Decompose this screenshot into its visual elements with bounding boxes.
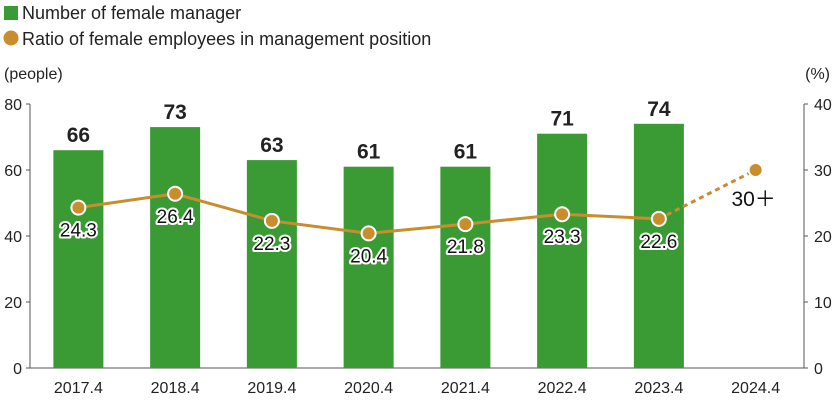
bar-value-label: 74 xyxy=(647,98,671,121)
ratio-point xyxy=(70,199,87,216)
x-tick-label: 2020.4 xyxy=(344,380,393,397)
ratio-point xyxy=(554,206,571,223)
left-tick-label: 40 xyxy=(4,229,22,246)
bar xyxy=(150,127,201,368)
legend-line-swatch xyxy=(3,30,19,46)
right-tick-label: 30 xyxy=(814,163,832,180)
x-tick-label: 2018.4 xyxy=(151,380,200,397)
ratio-point xyxy=(360,225,377,242)
legend-bar-swatch xyxy=(4,6,18,20)
x-tick-label: 2021.4 xyxy=(441,380,490,397)
bar-value-label: 61 xyxy=(454,141,478,164)
legend-line-label: Ratio of female employees in management … xyxy=(22,29,431,49)
ratio-target-label: 30＋ xyxy=(731,188,775,211)
legend-bar-label: Number of female manager xyxy=(22,3,241,23)
bar xyxy=(53,150,104,368)
ratio-value-label: 22.3 xyxy=(253,234,290,255)
ratio-point xyxy=(650,210,667,227)
left-tick-label: 20 xyxy=(4,295,22,312)
ratio-point xyxy=(747,162,764,178)
x-tick-label: 2019.4 xyxy=(247,380,296,397)
right-tick-label: 40 xyxy=(814,97,832,114)
bar-value-label: 61 xyxy=(357,141,381,164)
x-axis-ticks: 2017.4 2018.4 2019.4 2020.4 2021.4 2022.4 2023… xyxy=(54,380,780,397)
ratio-point xyxy=(457,216,474,233)
left-axis-ticks: 0 20 40 60 80 xyxy=(4,97,30,378)
right-tick-label: 10 xyxy=(814,295,832,312)
left-tick-label: 0 xyxy=(13,361,22,378)
right-axis-unit: (%) xyxy=(805,66,830,83)
left-axis-unit: (people) xyxy=(4,66,63,83)
bar-value-label: 66 xyxy=(67,124,90,147)
bar-value-label: 71 xyxy=(550,108,574,131)
bar-series xyxy=(53,123,684,368)
bar xyxy=(537,133,588,368)
right-tick-label: 20 xyxy=(814,229,832,246)
x-tick-label: 2017.4 xyxy=(54,380,103,397)
ratio-value-label: 22.6 xyxy=(640,232,677,253)
ratio-value-label: 23.3 xyxy=(544,227,581,248)
left-tick-label: 60 xyxy=(4,163,22,180)
ratio-line-projection xyxy=(658,168,757,221)
left-tick-label: 80 xyxy=(4,97,22,114)
right-tick-label: 0 xyxy=(814,361,823,378)
ratio-value-label: 21.8 xyxy=(447,237,484,258)
ratio-point xyxy=(263,212,280,229)
ratio-value-label: 20.4 xyxy=(350,246,387,267)
bar xyxy=(246,160,297,368)
bar-value-label: 73 xyxy=(163,101,186,124)
ratio-point xyxy=(167,185,184,202)
ratio-line-series: 24.3 26.4 22.3 20.4 21.8 23.3 22.6 30＋ xyxy=(58,162,776,269)
bar xyxy=(633,123,684,368)
bar xyxy=(343,166,394,368)
ratio-value-label: 26.4 xyxy=(157,207,194,228)
right-axis-ticks: 0 10 20 30 40 xyxy=(804,97,832,378)
bar xyxy=(440,166,491,368)
bar-value-labels: 66 73 63 61 61 71 74 xyxy=(67,98,671,164)
x-tick-label: 2024.4 xyxy=(731,380,780,397)
ratio-value-label: 24.3 xyxy=(60,221,97,242)
bar-value-label: 63 xyxy=(260,134,283,157)
legend: Number of female manager Ratio of female… xyxy=(3,3,431,49)
x-tick-label: 2023.4 xyxy=(634,380,683,397)
x-tick-label: 2022.4 xyxy=(538,380,587,397)
